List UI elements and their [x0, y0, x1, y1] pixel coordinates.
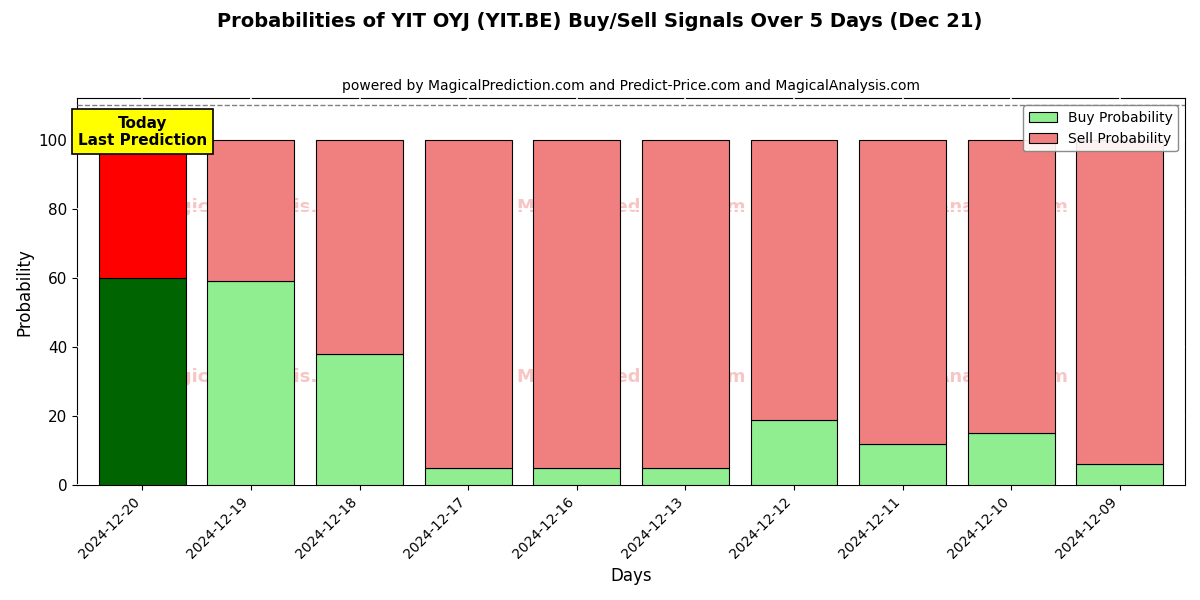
Text: MagicalAnalysis.com: MagicalAnalysis.com [150, 197, 359, 215]
Bar [642, 140, 728, 468]
Bar [208, 281, 294, 485]
Bar [425, 140, 511, 468]
X-axis label: Days: Days [611, 567, 652, 585]
Text: Today
Last Prediction: Today Last Prediction [78, 116, 206, 148]
Bar [750, 140, 838, 419]
Bar [859, 140, 946, 444]
Bar [98, 278, 186, 485]
Bar [316, 140, 403, 354]
Text: MagicalPrediction.com: MagicalPrediction.com [516, 368, 746, 386]
Text: MagicalPrediction.com: MagicalPrediction.com [516, 197, 746, 215]
Text: MagicalAnalysis.com: MagicalAnalysis.com [150, 368, 359, 386]
Text: MagicalAnalysis.com: MagicalAnalysis.com [858, 368, 1068, 386]
Text: MagicalAnalysis.com: MagicalAnalysis.com [858, 197, 1068, 215]
Bar [533, 140, 620, 468]
Bar [642, 468, 728, 485]
Bar [967, 140, 1055, 433]
Bar [1076, 464, 1163, 485]
Bar [533, 468, 620, 485]
Bar [859, 444, 946, 485]
Bar [425, 468, 511, 485]
Bar [967, 433, 1055, 485]
Bar [750, 419, 838, 485]
Title: powered by MagicalPrediction.com and Predict-Price.com and MagicalAnalysis.com: powered by MagicalPrediction.com and Pre… [342, 79, 920, 93]
Bar [208, 140, 294, 281]
Y-axis label: Probability: Probability [14, 248, 32, 335]
Text: Probabilities of YIT OYJ (YIT.BE) Buy/Sell Signals Over 5 Days (Dec 21): Probabilities of YIT OYJ (YIT.BE) Buy/Se… [217, 12, 983, 31]
Legend: Buy Probability, Sell Probability: Buy Probability, Sell Probability [1024, 105, 1178, 151]
Bar [98, 140, 186, 278]
Bar [1076, 140, 1163, 464]
Bar [316, 354, 403, 485]
